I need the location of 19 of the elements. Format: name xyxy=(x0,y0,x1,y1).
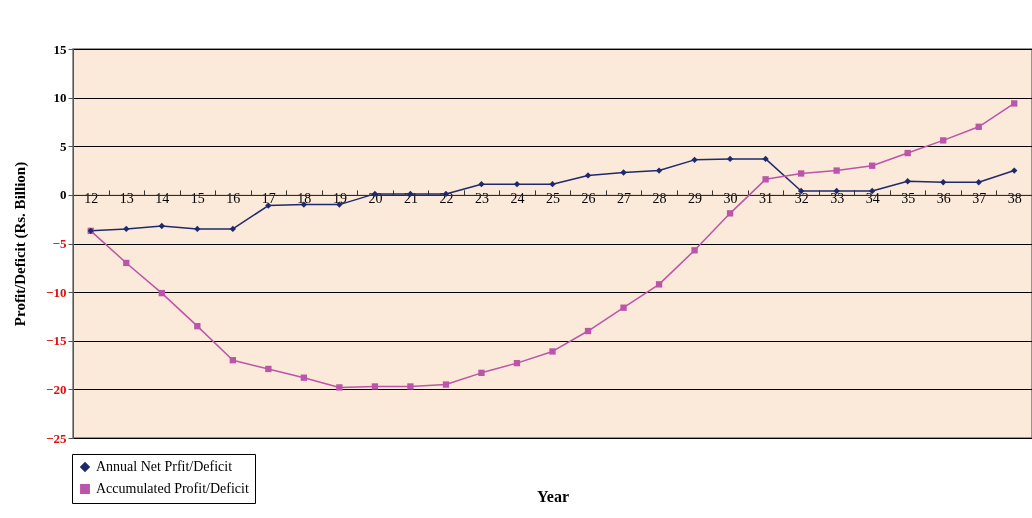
y-tick-label: 5 xyxy=(60,138,67,154)
y-tick-label: 10 xyxy=(53,90,67,106)
y-tick-label: −5 xyxy=(52,236,67,251)
legend-label: Annual Net Prfit/Deficit xyxy=(96,459,233,474)
y-tick-label: 15 xyxy=(53,41,67,57)
x-tick-label: 15 xyxy=(190,191,205,207)
x-tick-label: 17 xyxy=(261,191,276,207)
x-tick-label: 33 xyxy=(830,191,845,207)
legend-label: Accumulated Profit/Deficit xyxy=(96,481,249,496)
x-tick-label: 32 xyxy=(794,191,809,207)
x-tick-label: 36 xyxy=(936,191,951,207)
y-tick-label: −15 xyxy=(46,333,67,349)
y-axis-title: Profit/Deficit (Rs. Billion) xyxy=(12,161,30,327)
y-tick-label: 0 xyxy=(60,187,67,203)
x-tick-label: 35 xyxy=(901,191,916,207)
y-tick-label: −25 xyxy=(46,430,67,446)
y-tick-label: −20 xyxy=(46,381,67,397)
y-tick-label: −10 xyxy=(46,284,67,300)
x-axis-title: Year xyxy=(537,487,569,505)
